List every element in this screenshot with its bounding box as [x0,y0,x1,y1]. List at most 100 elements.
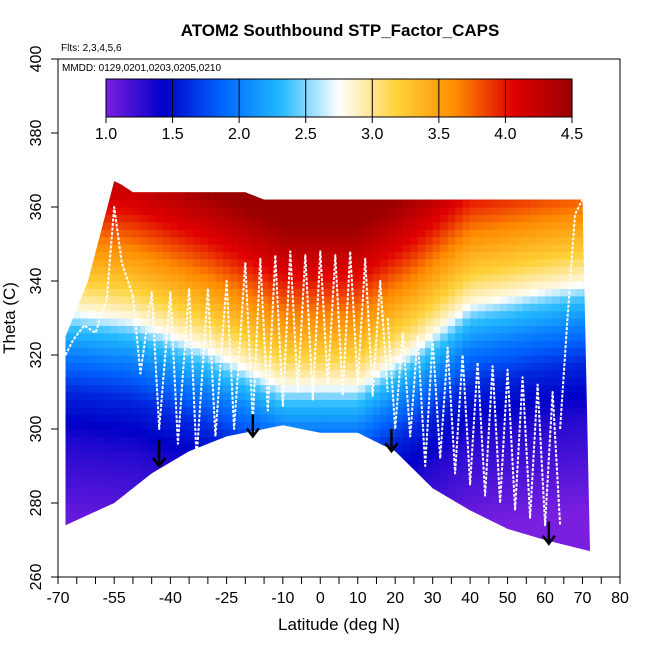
heatmap-cell [410,466,419,474]
heatmap-cell [312,392,321,400]
heatmap-cell [575,340,584,349]
heatmap-cell [110,443,119,452]
heatmap-cell [132,369,142,378]
heatmap-cell [155,214,164,223]
heatmap-cell [163,555,171,563]
heatmap-cell [425,480,434,489]
heatmap-cell [245,310,254,319]
heatmap-cell [470,310,479,319]
heatmap-cell [65,369,74,378]
heatmap-cell [507,207,516,215]
colorbar-swatch [106,79,111,117]
heatmap-cell [252,214,261,223]
heatmap-cell [492,310,501,319]
heatmap-cell [582,540,590,548]
heatmap-cell [290,318,299,326]
heatmap-cell [260,236,269,245]
heatmap-cell [387,236,396,245]
colorbar-swatch [385,79,391,117]
heatmap-cell [312,325,321,334]
heatmap-cell [455,466,464,474]
heatmap-cell [485,458,494,467]
heatmap-cell [132,214,142,223]
colorbar-swatch [463,79,468,117]
heatmap-cell [425,562,433,570]
heatmap-cell [575,251,584,260]
heatmap-cell [222,273,231,282]
heatmap-cell [372,181,381,186]
heatmap-cell [402,406,411,415]
heatmap-cell [342,429,351,437]
heatmap-cell [237,540,246,548]
heatmap-cell [230,221,239,230]
heatmap-cell [372,510,381,519]
heatmap-cell [72,258,82,267]
heatmap-cell [365,236,374,245]
heatmap-cell [523,562,531,570]
heatmap-cell [470,458,479,467]
heatmap-cell [267,532,276,541]
heatmap-cell [372,458,381,467]
heatmap-cell [65,503,74,511]
heatmap-cell [590,355,598,363]
heatmap-cell [148,555,156,563]
heatmap-cell [492,318,501,326]
heatmap-cell [545,325,554,334]
heatmap-cell [395,266,404,275]
heatmap-cell [567,421,576,430]
heatmap-cell [117,488,127,497]
x-tick-label: 30 [424,590,442,607]
heatmap-cell [110,325,119,334]
heatmap-cell [380,236,389,245]
heatmap-cell [65,303,74,312]
heatmap-cell [155,303,164,312]
heatmap-cell [567,325,576,334]
heatmap-cell [522,229,531,238]
heatmap-cell [470,466,479,474]
heatmap-cell [380,414,389,423]
heatmap-cell [440,562,448,570]
heatmap-cell [515,303,524,312]
heatmap-cell [537,406,546,415]
heatmap-cell [132,473,142,482]
heatmap-cell [440,236,449,245]
heatmap-cell [477,540,486,548]
heatmap-cell [515,547,524,552]
heatmap-cell [357,466,366,474]
colorbar-swatch [210,79,216,117]
heatmap-cell [462,369,471,378]
heatmap-cell [500,310,509,319]
heatmap-cell [297,488,306,497]
heatmap-cell [357,347,366,356]
heatmap-cell [132,503,142,511]
heatmap-cell [567,369,576,378]
heatmap-cell [380,392,389,400]
y-tick-label: 300 [28,416,45,443]
heatmap-cell [590,170,598,178]
y-tick-label: 280 [28,490,45,517]
heatmap-cell [455,192,464,201]
heatmap-cell [185,236,194,245]
heatmap-cell [133,163,141,171]
heatmap-cell [530,347,539,356]
heatmap-cell [335,369,344,378]
heatmap-cell [327,480,336,489]
heatmap-cell [125,199,134,208]
heatmap-cell [492,266,501,275]
heatmap-cell [567,540,576,548]
heatmap-cell [155,377,164,386]
heatmap-cell [358,163,366,171]
heatmap-cell [192,251,201,260]
heatmap-cell [432,192,441,201]
heatmap-cell [477,525,486,534]
heatmap-cell [132,414,142,423]
heatmap-cell [537,495,546,504]
heatmap-cell [485,244,494,252]
heatmap-cell [162,273,171,282]
colorbar-swatch [505,79,511,117]
heatmap-cell [230,229,239,238]
heatmap-cell [372,392,381,400]
heatmap-cell [560,332,569,341]
heatmap-cell [425,244,434,252]
heatmap-cell [530,392,539,400]
